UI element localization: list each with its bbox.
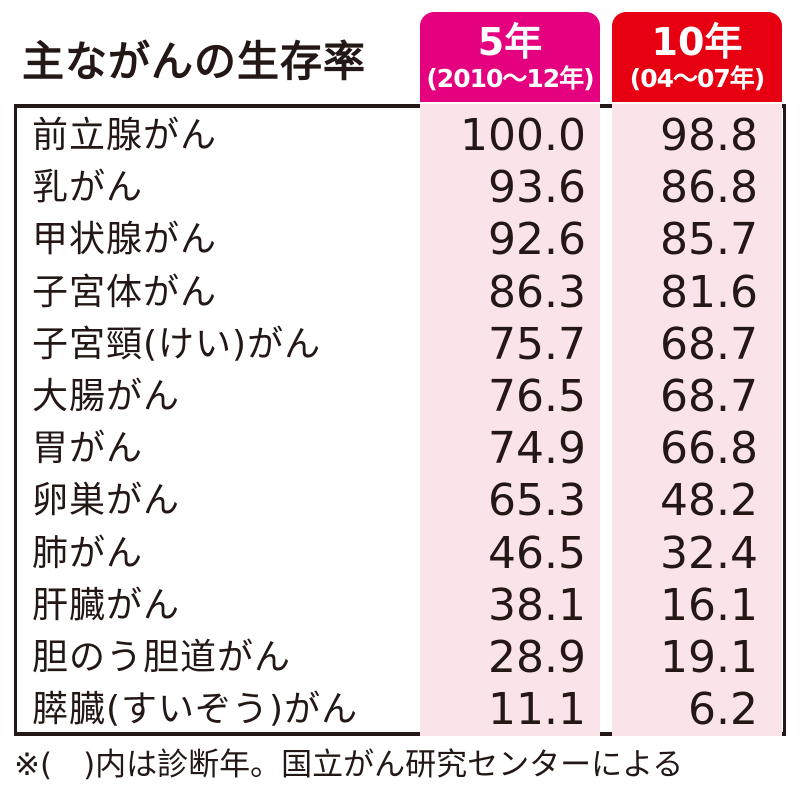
cancer-type-label: 子宮体がん bbox=[32, 271, 218, 313]
survival-5yr-value: 76.5 bbox=[488, 371, 586, 422]
column-header-10yr: 10年 (04〜07年) bbox=[612, 12, 782, 102]
table-row: 大腸がん 76.5 68.7 bbox=[14, 371, 786, 423]
survival-10yr-value: 6.2 bbox=[688, 684, 758, 736]
cancer-type-label: 肺がん bbox=[32, 532, 144, 574]
table-row: 胃がん 74.9 66.8 bbox=[14, 423, 786, 475]
survival-10yr-value: 68.7 bbox=[660, 371, 758, 422]
table-row: 子宮体がん 86.3 81.6 bbox=[14, 267, 786, 319]
survival-10yr-value: 86.8 bbox=[660, 162, 758, 214]
column-header-5yr: 5年 (2010〜12年) bbox=[420, 12, 600, 102]
table-row: 胆のう胆道がん 28.9 19.1 bbox=[14, 632, 786, 684]
cancer-type-label: 胆のう胆道がん bbox=[32, 637, 292, 678]
survival-10yr-value: 85.7 bbox=[660, 214, 758, 266]
survival-5yr-value: 93.6 bbox=[488, 162, 586, 214]
cancer-type-label: 大腸がん bbox=[32, 376, 181, 417]
table-row: 肝臓がん 38.1 16.1 bbox=[14, 580, 786, 632]
column-header-10yr-period: (04〜07年) bbox=[629, 64, 765, 93]
survival-10yr-value: 68.7 bbox=[660, 318, 758, 370]
chart-title: 主ながんの生存率 bbox=[22, 37, 367, 86]
table-row: 甲状腺がん 92.6 85.7 bbox=[14, 214, 786, 266]
survival-10yr-value: 32.4 bbox=[660, 527, 758, 579]
cancer-type-label: 前立腺がん bbox=[32, 115, 218, 156]
survival-10yr-value: 66.8 bbox=[660, 423, 758, 475]
cancer-type-label: 卵巣がん bbox=[32, 480, 181, 522]
survival-5yr-value: 28.9 bbox=[488, 632, 586, 683]
survival-5yr-value: 11.1 bbox=[488, 684, 586, 736]
survival-5yr-value: 38.1 bbox=[488, 579, 586, 631]
table-row: 膵臓(すいぞう)がん 11.1 6.2 bbox=[14, 684, 786, 736]
footnote: ※( )内は診断年。国立がん研究センターによる bbox=[14, 747, 684, 783]
survival-5yr-value: 92.6 bbox=[488, 214, 586, 266]
cancer-type-label: 子宮頸(けい)がん bbox=[32, 323, 322, 365]
survival-10yr-value: 19.1 bbox=[660, 632, 758, 683]
column-header-5yr-period: (2010〜12年) bbox=[426, 64, 594, 93]
survival-5yr-value: 74.9 bbox=[488, 423, 586, 475]
survival-10yr-value: 98.8 bbox=[660, 110, 758, 161]
column-header-5yr-label: 5年 bbox=[477, 20, 543, 64]
survival-5yr-value: 100.0 bbox=[460, 110, 586, 161]
table-row: 前立腺がん 100.0 98.8 bbox=[14, 110, 786, 162]
table-row: 卵巣がん 65.3 48.2 bbox=[14, 475, 786, 527]
table-row: 肺がん 46.5 32.4 bbox=[14, 528, 786, 580]
survival-10yr-value: 81.6 bbox=[660, 266, 758, 318]
survival-5yr-value: 46.5 bbox=[488, 527, 586, 579]
cancer-type-label: 胃がん bbox=[32, 428, 144, 470]
table-row: 乳がん 93.6 86.8 bbox=[14, 162, 786, 214]
survival-10yr-value: 48.2 bbox=[660, 475, 758, 527]
column-band-5yr bbox=[420, 104, 600, 736]
cancer-type-label: 甲状腺がん bbox=[32, 219, 218, 261]
column-band-10yr bbox=[612, 104, 782, 736]
cancer-type-label: 膵臓(すいぞう)がん bbox=[32, 689, 359, 731]
survival-10yr-value: 16.1 bbox=[660, 579, 758, 631]
survival-5yr-value: 75.7 bbox=[488, 318, 586, 370]
cancer-type-label: 乳がん bbox=[32, 167, 144, 209]
cancer-type-label: 肝臓がん bbox=[32, 584, 181, 626]
survival-5yr-value: 86.3 bbox=[488, 266, 586, 318]
survival-5yr-value: 65.3 bbox=[488, 475, 586, 527]
column-header-10yr-label: 10年 bbox=[651, 20, 743, 64]
table-row: 子宮頸(けい)がん 75.7 68.7 bbox=[14, 319, 786, 371]
